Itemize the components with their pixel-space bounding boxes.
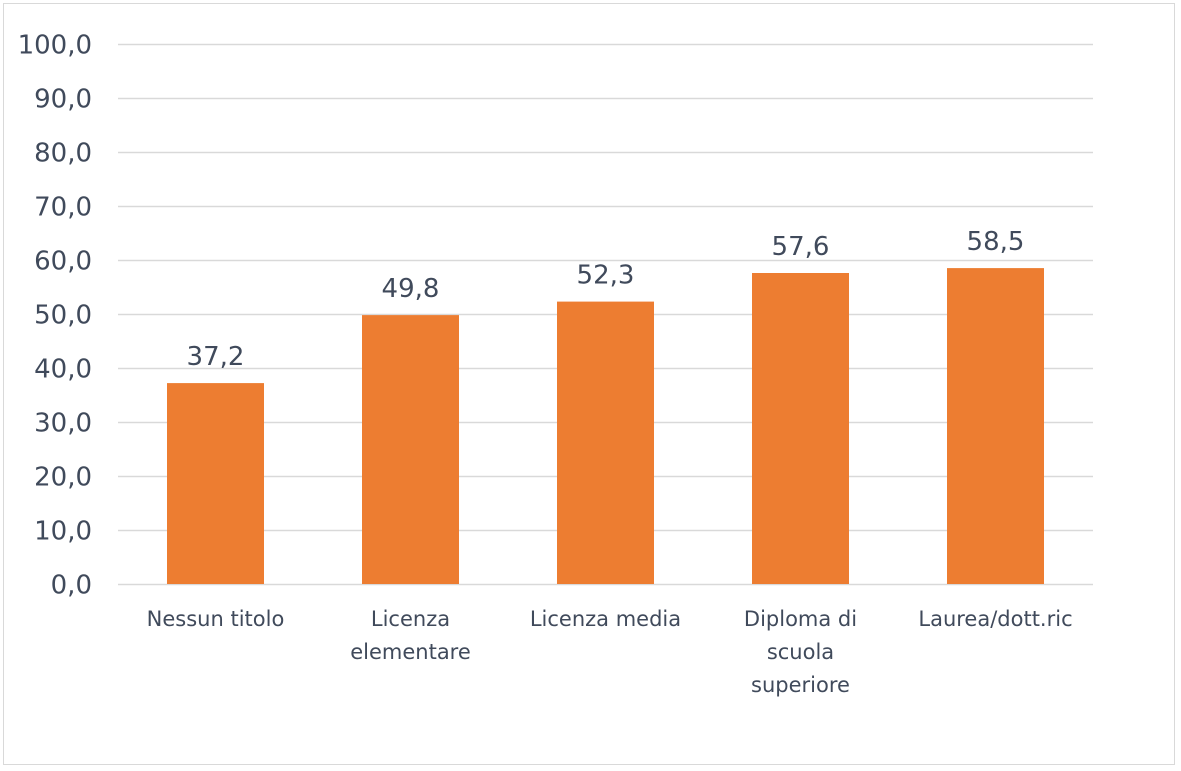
y-tick-label: 0,0 [51, 571, 92, 601]
data-label: 58,5 [967, 227, 1025, 257]
bar [362, 315, 459, 584]
x-tick-label-line: superiore [751, 673, 850, 697]
y-tick-label: 100,0 [18, 31, 92, 61]
bar [752, 273, 849, 584]
y-tick-label: 20,0 [34, 463, 92, 493]
x-tick-label-line: elementare [350, 640, 471, 664]
x-tick-label-line: Licenza media [530, 607, 681, 631]
x-tick-label: Laurea/dott.ric [918, 607, 1072, 631]
y-tick-label: 30,0 [34, 409, 92, 439]
bar [947, 268, 1044, 584]
data-label: 37,2 [187, 342, 245, 372]
y-tick-label: 80,0 [34, 139, 92, 169]
x-tick-label: Diploma di scuola superiore [744, 607, 857, 697]
bar [167, 383, 264, 584]
y-tick-label: 60,0 [34, 247, 92, 277]
y-tick-label: 40,0 [34, 355, 92, 385]
data-labels: 37,2 49,8 52,3 57,6 58,5 [187, 227, 1025, 372]
gridlines [118, 43, 1093, 586]
data-label: 57,6 [772, 232, 830, 262]
x-tick-label: Licenza media [530, 607, 681, 631]
bars [167, 268, 1044, 584]
x-tick-label-line: Laurea/dott.ric [918, 607, 1072, 631]
y-tick-label: 90,0 [34, 85, 92, 115]
data-label: 52,3 [577, 261, 635, 291]
y-tick-label: 50,0 [34, 301, 92, 331]
x-tick-label-line: scuola [767, 640, 834, 664]
y-tick-label: 70,0 [34, 193, 92, 223]
y-tick-label: 10,0 [34, 517, 92, 547]
bar [557, 301, 654, 584]
x-tick-label-line: Diploma di [744, 607, 857, 631]
x-tick-label: Licenza elementare [350, 607, 471, 664]
x-tick-label-line: Nessun titolo [147, 607, 285, 631]
x-tick-label: Nessun titolo [147, 607, 285, 631]
x-tick-label-line: Licenza [371, 607, 450, 631]
y-axis: 0,0 10,0 20,0 30,0 40,0 50,0 60,0 70,0 80,0 90,0 1… [18, 31, 92, 601]
data-label: 49,8 [382, 274, 440, 304]
x-axis: Nessun titolo Licenza elementare Licenza me… [147, 607, 1073, 697]
